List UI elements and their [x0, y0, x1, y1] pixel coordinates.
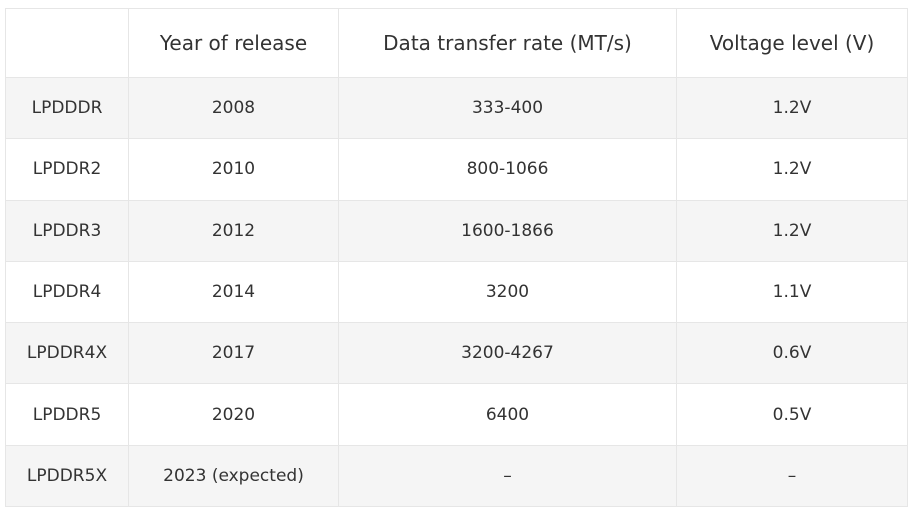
cell-year: 2010: [128, 138, 339, 201]
header-cell-empty: [5, 8, 129, 78]
table-row: LPDDR4X 2017 3200-4267 0.6V: [5, 322, 908, 385]
cell-standard: LPDDR5X: [5, 444, 129, 508]
cell-standard: LPDDDR: [5, 76, 129, 140]
cell-transfer-rate: 6400: [338, 383, 677, 446]
table-row: LPDDR3 2012 1600-1866 1.2V: [5, 199, 908, 262]
header-row: Year of release Data transfer rate (MT/s…: [5, 8, 908, 78]
cell-standard: LPDDR4X: [5, 322, 129, 385]
cell-transfer-rate: 3200: [338, 260, 677, 324]
header-cell-voltage-level: Voltage level (V): [676, 8, 908, 78]
cell-year: 2020: [128, 383, 339, 446]
cell-transfer-rate: 333-400: [338, 76, 677, 140]
cell-year: 2012: [128, 199, 339, 262]
cell-year: 2014: [128, 260, 339, 324]
table-row: LPDDR5 2020 6400 0.5V: [5, 383, 908, 446]
cell-standard: LPDDR2: [5, 138, 129, 201]
header-cell-year-of-release: Year of release: [128, 8, 339, 78]
cell-transfer-rate: –: [338, 444, 677, 508]
cell-voltage: 1.2V: [676, 76, 908, 140]
cell-voltage: 0.6V: [676, 322, 908, 385]
lpddr-comparison-table: Year of release Data transfer rate (MT/s…: [5, 8, 908, 508]
cell-transfer-rate: 800-1066: [338, 138, 677, 201]
cell-voltage: –: [676, 444, 908, 508]
header-cell-data-transfer-rate: Data transfer rate (MT/s): [338, 8, 677, 78]
cell-transfer-rate: 3200-4267: [338, 322, 677, 385]
table-row: LPDDR4 2014 3200 1.1V: [5, 260, 908, 324]
cell-voltage: 1.2V: [676, 199, 908, 262]
cell-voltage: 0.5V: [676, 383, 908, 446]
cell-standard: LPDDR5: [5, 383, 129, 446]
cell-voltage: 1.1V: [676, 260, 908, 324]
lpddr-comparison-table-container: Year of release Data transfer rate (MT/s…: [5, 8, 908, 508]
cell-standard: LPDDR4: [5, 260, 129, 324]
cell-standard: LPDDR3: [5, 199, 129, 262]
table-row: LPDDR5X 2023 (expected) – –: [5, 444, 908, 508]
cell-transfer-rate: 1600-1866: [338, 199, 677, 262]
table-header: Year of release Data transfer rate (MT/s…: [5, 8, 908, 78]
cell-year: 2017: [128, 322, 339, 385]
cell-year: 2023 (expected): [128, 444, 339, 508]
cell-voltage: 1.2V: [676, 138, 908, 201]
cell-year: 2008: [128, 76, 339, 140]
table-row: LPDDDR 2008 333-400 1.2V: [5, 76, 908, 140]
table-body: LPDDDR 2008 333-400 1.2V LPDDR2 2010 800…: [5, 76, 908, 508]
table-row: LPDDR2 2010 800-1066 1.2V: [5, 138, 908, 201]
